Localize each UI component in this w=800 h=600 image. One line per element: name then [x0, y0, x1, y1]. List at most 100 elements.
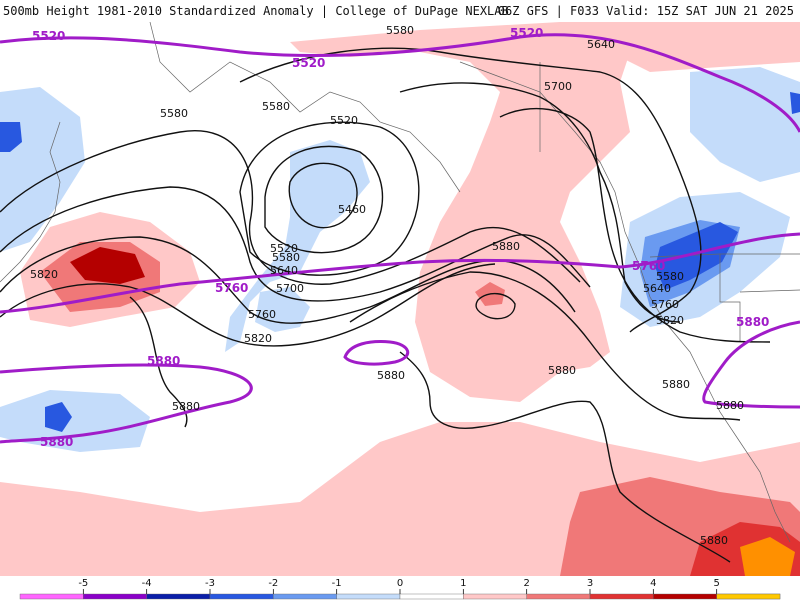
anomaly-neg-gulf-alaska [225, 140, 370, 352]
colorbar-tick-label: -5 [78, 578, 88, 589]
contour-5700-arc [0, 186, 591, 302]
label-black: 5640 [270, 264, 298, 277]
contour-purple-5880-mid [343, 340, 409, 366]
colorbar-swatch [273, 593, 337, 600]
contour-5880-small [475, 293, 516, 320]
label-purple: 5880 [40, 435, 73, 449]
label-black: 5580 [386, 24, 414, 37]
colorbar-swatches [19, 593, 781, 600]
coastlines [0, 22, 800, 543]
label-purple: 5880 [147, 354, 180, 368]
colorbar-tick-label: 4 [650, 578, 656, 589]
label-black: 5520 [330, 114, 358, 127]
label-black: 5820 [30, 268, 58, 281]
label-black: 5880 [700, 534, 728, 547]
colorbar-swatch [653, 593, 717, 600]
anomaly-neg-south-west [0, 390, 150, 452]
anomaly-neg-far-west-core [0, 122, 22, 152]
height-contours-black [0, 47, 771, 563]
contour-low-5580 [239, 121, 420, 276]
contour-5640-arc [0, 130, 581, 285]
contour-labels-purple: 5520 5520 5520 5760 5760 5880 5880 5880 [32, 26, 769, 449]
label-black: 5700 [544, 80, 572, 93]
label-black: 5880 [172, 400, 200, 413]
coast-siberia-alaska [149, 22, 461, 193]
contour-low-5460 [288, 162, 358, 229]
label-purple: 5520 [32, 29, 65, 43]
colorbar-ticks: -5 -4 -3 -2 -1 0 1 2 3 4 5 [78, 578, 720, 594]
map-header: 500mb Height 1981-2010 Standardized Anom… [0, 0, 800, 22]
anomaly-pos-top-right [600, 22, 800, 72]
label-black: 5640 [587, 38, 615, 51]
label-black: 5580 [272, 251, 300, 264]
contour-5880-south [399, 351, 731, 563]
colorbar-tick-label: 5 [713, 578, 719, 589]
contour-5700-ridge [499, 107, 771, 343]
label-black: 5820 [656, 314, 684, 327]
label-purple: 5760 [632, 259, 665, 273]
anomaly-neg-top-right-core [790, 92, 800, 114]
colorbar-swatch [83, 593, 147, 600]
coast-west-canada [459, 61, 791, 543]
anomaly-neg-far-west [0, 87, 85, 252]
label-black: 5520 [270, 242, 298, 255]
anomaly-map: 5580 5640 5700 5580 5520 5580 5460 5520 … [0, 22, 800, 576]
colorbar-swatch [336, 593, 401, 600]
border-states-1 [719, 254, 741, 342]
map-title: 500mb Height 1981-2010 Standardized Anom… [3, 4, 509, 18]
colorbar-tick-label: 2 [523, 578, 529, 589]
colorbar-swatch [526, 593, 591, 600]
colorbar-tick-label: -1 [332, 578, 342, 589]
label-black: 5880 [716, 399, 744, 412]
label-black: 5880 [662, 378, 690, 391]
contour-labels-black: 5580 5640 5700 5580 5520 5580 5460 5520 … [30, 24, 744, 547]
label-purple: 5760 [215, 281, 248, 295]
label-purple: 5880 [736, 315, 769, 329]
label-black: 5880 [377, 369, 405, 382]
colorbar-swatch [589, 593, 654, 600]
colorbar-tick-label: 3 [587, 578, 593, 589]
anomaly-neg-top-right [690, 67, 800, 182]
contour-purple-5760 [0, 232, 800, 314]
contour-5580-north [239, 47, 702, 333]
contour-5820-arc [0, 263, 496, 347]
contour-purple-5880-east [702, 320, 800, 409]
label-purple: 5520 [292, 56, 325, 70]
label-black: 5880 [492, 240, 520, 253]
contour-5880-loop [129, 296, 188, 428]
colorbar-tick-label: 0 [397, 578, 403, 589]
coast-asia [0, 121, 61, 283]
label-black: 5760 [651, 298, 679, 311]
label-black: 5820 [244, 332, 272, 345]
colorbar-swatch [19, 593, 84, 600]
colorbar-swatch [146, 593, 211, 600]
contour-purple-5520-north [0, 33, 800, 133]
height-contours-purple [0, 33, 800, 444]
negative-anomaly-shading [0, 67, 800, 452]
label-black: 5880 [548, 364, 576, 377]
anomaly-pos-north-pacific [290, 22, 640, 402]
anomaly-neg-south-west-core [45, 402, 72, 432]
anomaly-neg-pacific-nw-core [655, 222, 738, 290]
label-black: 5460 [338, 203, 366, 216]
anomaly-pos-south-peak [740, 537, 795, 576]
label-black: 5580 [656, 270, 684, 283]
contour-5880-mid [349, 271, 741, 421]
label-purple: 5520 [510, 26, 543, 40]
colorbar-swatch [463, 593, 527, 600]
model-valid-time: 06Z GFS | F033 Valid: 15Z SAT JUN 21 202… [497, 4, 794, 18]
label-black: 5580 [262, 100, 290, 113]
label-black: 5760 [248, 308, 276, 321]
colorbar-tick-label: 1 [460, 578, 466, 589]
border-states-2 [739, 289, 800, 293]
anomaly-colorbar: -5 -4 -3 -2 -1 0 1 2 3 4 5 [0, 576, 800, 600]
label-black: 5640 [643, 282, 671, 295]
contour-low-5520 [264, 145, 384, 254]
label-black: 5580 [160, 107, 188, 120]
colorbar-tick-label: -3 [205, 578, 215, 589]
contour-purple-5880-west [0, 363, 253, 444]
colorbar-swatch [716, 593, 781, 600]
colorbar-tick-label: -4 [142, 578, 152, 589]
colorbar-tick-label: -2 [268, 578, 278, 589]
colorbar-swatch [209, 593, 274, 600]
